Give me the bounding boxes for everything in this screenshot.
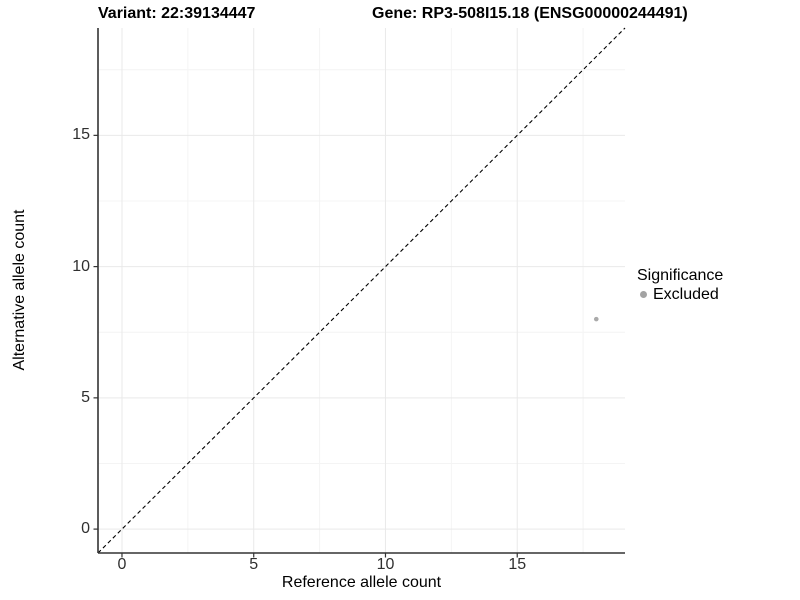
x-axis-tick-labels: 0 5 10 15 xyxy=(98,556,625,576)
y-tick-label: 0 xyxy=(81,520,90,538)
y-tick-label: 5 xyxy=(81,388,90,406)
legend: Significance Excluded xyxy=(637,266,723,304)
plot-area-svg xyxy=(93,27,626,558)
plot-title-gene: Gene: RP3-508I15.18 (ENSG00000244491) xyxy=(372,5,688,22)
y-tick-label: 10 xyxy=(72,257,90,275)
plot-title-variant: Variant: 22:39134447 xyxy=(98,5,256,22)
x-axis-title: Reference allele count xyxy=(281,574,442,591)
x-tick-label: 15 xyxy=(508,556,527,573)
legend-key-dot-icon xyxy=(640,291,647,298)
x-tick-label: 5 xyxy=(249,556,259,573)
data-point xyxy=(593,316,599,322)
y-tick-label: 15 xyxy=(72,126,90,144)
plot-panel xyxy=(93,27,626,558)
legend-title: Significance xyxy=(637,267,724,284)
y-axis-tick-labels: 0 5 10 15 xyxy=(0,28,91,553)
legend-item-label: Excluded xyxy=(653,286,719,303)
x-tick-label: 10 xyxy=(376,556,395,573)
x-tick-label: 0 xyxy=(117,556,127,573)
legend-item-excluded: Excluded xyxy=(637,285,723,304)
y-axis-title: Alternative allele count xyxy=(11,209,28,371)
